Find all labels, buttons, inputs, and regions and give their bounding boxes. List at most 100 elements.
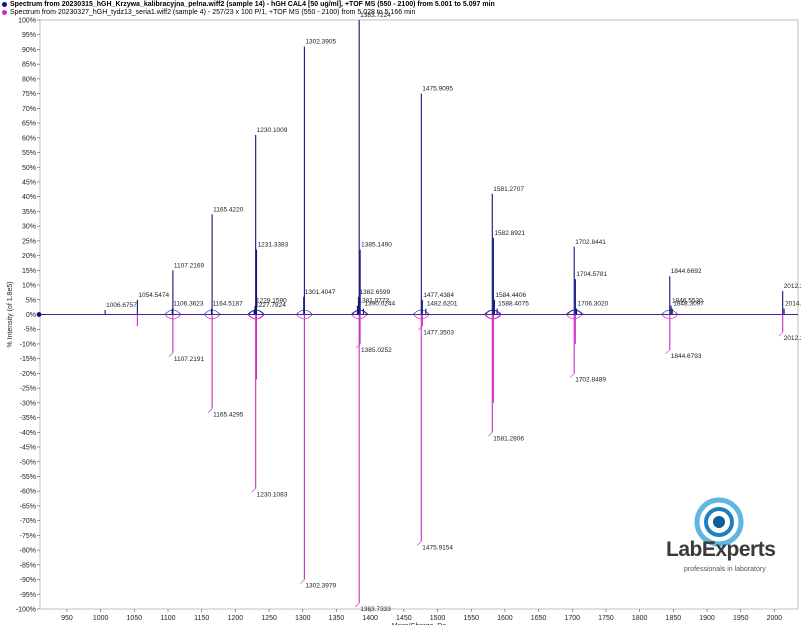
- y-tick-label: 50%: [22, 165, 36, 172]
- y-tick-label: 40%: [22, 194, 36, 201]
- peak-leader: [418, 326, 423, 331]
- peak-envelope: [248, 309, 265, 315]
- y-tick-label: -30%: [20, 400, 36, 407]
- peak-label: 1165.4220: [213, 206, 244, 213]
- x-tick-label: 1850: [666, 615, 682, 622]
- x-tick-label: 1100: [160, 615, 175, 622]
- peak-label: 1165.4295: [213, 412, 244, 419]
- peak-label: 1054.5474: [138, 292, 169, 299]
- peak-leader: [300, 579, 305, 584]
- y-tick-label: 5%: [26, 297, 36, 304]
- peak-label: 1385.0252: [361, 347, 392, 354]
- peak-label: 1848.3097: [673, 301, 704, 308]
- x-tick-label: 1250: [261, 615, 277, 622]
- peak-label: 1107.2169: [174, 262, 205, 269]
- y-tick-label: -80%: [20, 548, 36, 555]
- y-tick-label: -10%: [20, 341, 36, 348]
- x-tick-label: 1750: [598, 615, 614, 622]
- logo-name: LabExperts: [666, 538, 776, 561]
- y-tick-label: 95%: [22, 32, 36, 39]
- y-tick-label: -50%: [20, 459, 36, 466]
- peak-label: 1844.6793: [671, 353, 702, 360]
- y-tick-label: 25%: [22, 238, 36, 245]
- zero-marker: [36, 312, 42, 317]
- y-tick-label: 65%: [22, 121, 36, 128]
- y-tick-label: -90%: [20, 577, 36, 584]
- peak-label: 1302.3905: [305, 39, 336, 46]
- peak-label: 1702.8489: [575, 376, 606, 383]
- peak-label: 1381.0773: [358, 298, 389, 305]
- y-tick-label: 20%: [22, 253, 36, 260]
- peak-envelope: [567, 309, 584, 315]
- legend-marker-2: [2, 9, 7, 15]
- peak-label: 1477.3503: [423, 329, 454, 336]
- peak-label: 1385.1490: [361, 242, 392, 249]
- y-tick-label: -20%: [20, 371, 36, 378]
- peak-label: 1164.5187: [212, 301, 243, 308]
- peak-leader: [168, 352, 174, 357]
- peak-label: 1582.8921: [494, 230, 525, 237]
- y-tick-label: 100%: [18, 18, 36, 25]
- peak-label: 1475.9154: [422, 544, 453, 551]
- x-tick-label: 1500: [430, 615, 446, 622]
- peak-envelope: [413, 309, 430, 315]
- peak-envelope: [661, 309, 678, 315]
- peak-label: 1302.3979: [305, 583, 336, 590]
- x-tick-label: 1200: [228, 615, 244, 622]
- x-tick-label: 1950: [733, 615, 749, 622]
- y-tick-label: 35%: [22, 209, 36, 216]
- y-tick-label: -25%: [20, 386, 36, 393]
- peak-envelope: [296, 314, 313, 320]
- peak-label: 1482.6201: [427, 301, 458, 308]
- x-tick-label: 2000: [767, 615, 783, 622]
- peak-leader: [778, 331, 783, 337]
- peak-label: 1106.3623: [173, 301, 204, 308]
- y-tick-label: -55%: [20, 474, 36, 481]
- peak-label: 2012.2785: [784, 283, 801, 290]
- peak-label: 1706.3020: [578, 301, 609, 308]
- y-tick-label: 30%: [22, 224, 36, 231]
- peak-envelope: [203, 314, 221, 320]
- y-tick-label: -85%: [20, 562, 36, 569]
- peak-envelope: [164, 309, 182, 315]
- peak-label: 1581.2707: [493, 186, 524, 193]
- peak-label: 1006.6757: [106, 302, 137, 309]
- x-tick-label: 1000: [93, 615, 109, 622]
- y-tick-label: 85%: [22, 62, 36, 69]
- x-tick-label: 1450: [396, 615, 412, 622]
- x-tick-label: 1900: [699, 615, 715, 622]
- legend-marker-1: [2, 1, 7, 7]
- peak-envelope: [350, 314, 368, 320]
- labexperts-logo-icon: [694, 497, 744, 547]
- y-tick-label: 90%: [22, 47, 36, 54]
- x-tick-label: 1350: [329, 615, 345, 622]
- y-axis-title: % Intensity (of 1.8e5): [7, 281, 14, 347]
- x-tick-label: 1050: [127, 615, 143, 622]
- peak-label: 2014.3228: [785, 301, 801, 308]
- peak-leader: [569, 373, 575, 378]
- x-tick-label: 1600: [497, 615, 513, 622]
- peak-label: 1231.3383: [258, 242, 289, 249]
- peak-envelope: [485, 309, 502, 315]
- x-tick-label: 1300: [295, 615, 311, 622]
- x-axis-title: Mass/Charge, Da: [392, 623, 447, 625]
- x-tick-label: 1150: [194, 615, 209, 622]
- y-tick-label: 0%: [26, 312, 36, 319]
- peak-envelope: [485, 314, 502, 320]
- y-tick-label: 70%: [22, 106, 36, 113]
- peak-leader: [417, 541, 422, 546]
- peak-label: 1383.7224: [360, 12, 391, 19]
- peak-label: 1846.5530: [672, 298, 703, 305]
- peak-envelope: [203, 309, 221, 315]
- peak-label: 1704.5781: [576, 271, 607, 278]
- peak-label: 1227.7824: [255, 302, 286, 309]
- x-tick-label: 1700: [564, 615, 580, 622]
- y-tick-label: 45%: [22, 179, 36, 186]
- peak-label: 1230.1083: [257, 491, 288, 498]
- peak-leader: [355, 343, 361, 349]
- y-tick-label: -5%: [24, 327, 36, 334]
- y-tick-label: -65%: [20, 503, 36, 510]
- x-tick-label: 1550: [463, 615, 479, 622]
